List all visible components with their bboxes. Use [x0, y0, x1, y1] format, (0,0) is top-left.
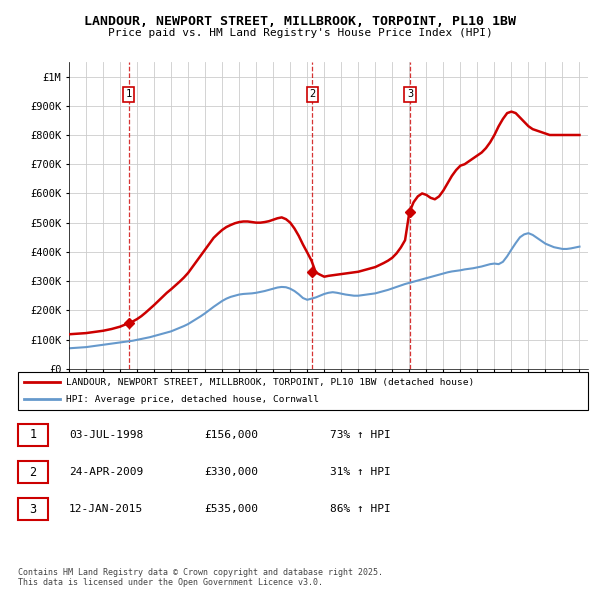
- Text: 24-APR-2009: 24-APR-2009: [69, 467, 143, 477]
- Text: £156,000: £156,000: [204, 430, 258, 440]
- Text: HPI: Average price, detached house, Cornwall: HPI: Average price, detached house, Corn…: [66, 395, 319, 404]
- Text: £330,000: £330,000: [204, 467, 258, 477]
- Text: 12-JAN-2015: 12-JAN-2015: [69, 504, 143, 514]
- Text: 03-JUL-1998: 03-JUL-1998: [69, 430, 143, 440]
- Text: 1: 1: [29, 428, 37, 441]
- Text: 3: 3: [29, 503, 37, 516]
- Text: 31% ↑ HPI: 31% ↑ HPI: [330, 467, 391, 477]
- Text: LANDOUR, NEWPORT STREET, MILLBROOK, TORPOINT, PL10 1BW (detached house): LANDOUR, NEWPORT STREET, MILLBROOK, TORP…: [66, 378, 474, 387]
- Text: 1: 1: [125, 89, 131, 99]
- Text: 2: 2: [309, 89, 316, 99]
- Text: 2: 2: [29, 466, 37, 478]
- Text: 73% ↑ HPI: 73% ↑ HPI: [330, 430, 391, 440]
- Text: LANDOUR, NEWPORT STREET, MILLBROOK, TORPOINT, PL10 1BW: LANDOUR, NEWPORT STREET, MILLBROOK, TORP…: [84, 15, 516, 28]
- Text: 3: 3: [407, 89, 413, 99]
- Text: Contains HM Land Registry data © Crown copyright and database right 2025.
This d: Contains HM Land Registry data © Crown c…: [18, 568, 383, 587]
- Text: Price paid vs. HM Land Registry's House Price Index (HPI): Price paid vs. HM Land Registry's House …: [107, 28, 493, 38]
- Text: 86% ↑ HPI: 86% ↑ HPI: [330, 504, 391, 514]
- Text: £535,000: £535,000: [204, 504, 258, 514]
